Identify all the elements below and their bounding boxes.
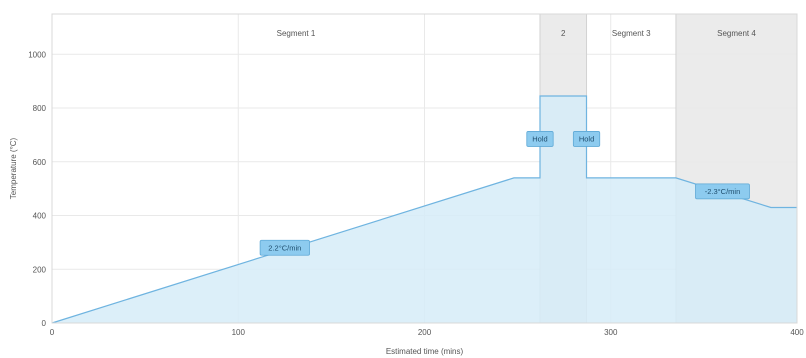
y-axis-title: Temperature (°C) — [9, 137, 18, 199]
segment-label-1: Segment 1 — [277, 29, 316, 38]
x-tick-label: 200 — [418, 328, 432, 337]
rate-badge-text-2: Hold — [532, 135, 547, 144]
y-tick-label: 200 — [33, 265, 47, 274]
x-tick-label: 400 — [790, 328, 804, 337]
y-tick-label: 1000 — [28, 50, 46, 59]
y-tick-label: 400 — [33, 212, 47, 221]
segment-label-2: 2 — [561, 29, 566, 38]
plot-border — [51, 13, 798, 324]
rate-badge-3 — [572, 131, 601, 147]
y-tick-label: 800 — [33, 104, 47, 113]
y-tick-label: 0 — [42, 319, 47, 328]
rate-badge-text-3: Hold — [579, 135, 594, 144]
y-tick-label: 600 — [33, 158, 47, 167]
rate-badge-2 — [526, 131, 554, 147]
x-axis-title: Estimated time (mins) — [386, 347, 464, 356]
segment-label-3: Segment 3 — [612, 29, 651, 38]
rate-badge-text-4: -2.3°C/min — [705, 187, 741, 196]
x-tick-label: 300 — [604, 328, 618, 337]
segment-label-4: Segment 4 — [717, 29, 756, 38]
x-tick-label: 100 — [232, 328, 246, 337]
rate-badge-1 — [259, 239, 310, 256]
temperature-area — [52, 96, 797, 323]
rate-badge-text-1: 2.2°C/min — [268, 244, 301, 253]
x-tick-label: 0 — [50, 328, 55, 337]
rate-badge-4 — [695, 183, 750, 200]
